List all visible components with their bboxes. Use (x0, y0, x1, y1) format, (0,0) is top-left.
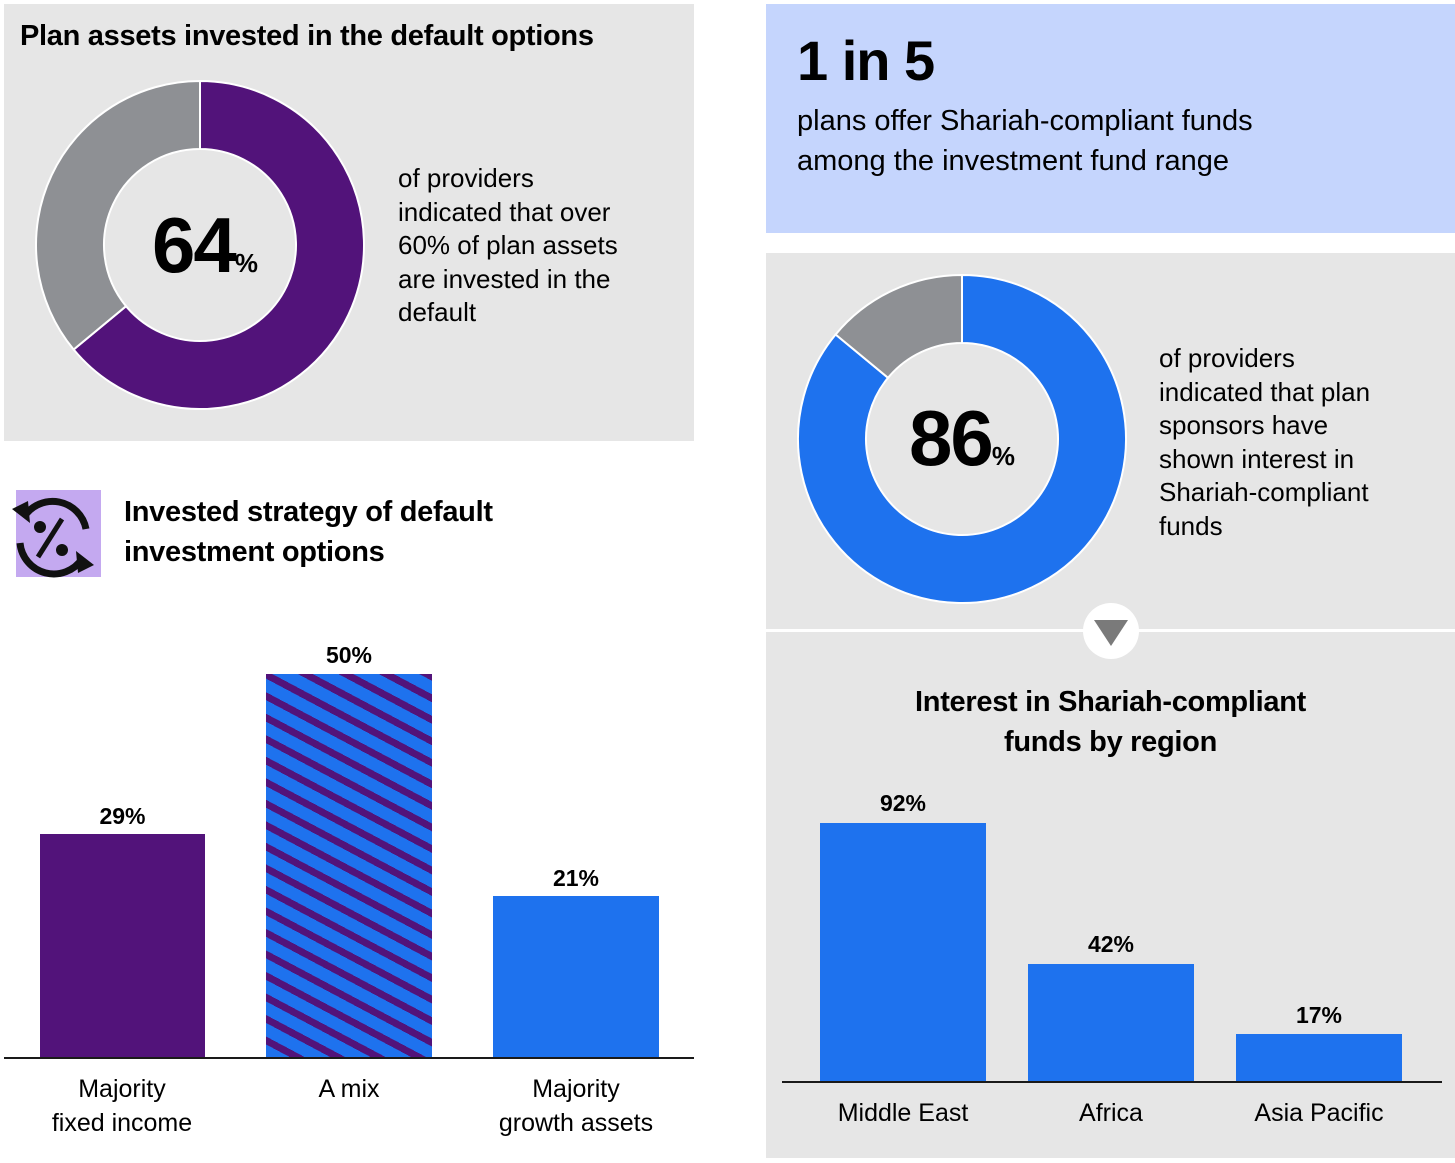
one-in-five-description: plans offer Shariah-compliant funds amon… (797, 105, 1253, 177)
bar-asia-pacific (1236, 1034, 1402, 1081)
donut-segment (797, 274, 1127, 604)
label-africa: Africa (1079, 1099, 1143, 1127)
bar-value-asia-pacific: 17% (1295, 1002, 1343, 1028)
donut-segment (35, 80, 201, 351)
label-middle-east: Middle East (837, 1099, 969, 1127)
region-title: Interest in Shariah-compliant funds by r… (915, 686, 1306, 758)
donut-value: 86 (909, 394, 994, 482)
default-assets-panel: Plan assets invested in the default opti… (4, 4, 694, 441)
percent-cycle-icon (4, 487, 104, 587)
region-panel: Interest in Shariah-compliant funds by r… (766, 632, 1455, 1158)
interest-description: of providers indicated that plan sponsor… (1159, 343, 1371, 541)
panel-connector (1083, 603, 1139, 659)
bar-africa (1028, 964, 1194, 1081)
interest-donut-label: 86% (882, 393, 1042, 484)
donut-segment (834, 274, 963, 380)
bar-middle-east (820, 823, 986, 1081)
interest-donut (797, 274, 1127, 604)
strategy-section: Invested strategy of default investment … (0, 441, 700, 1163)
default-assets-description: of providers indicated that over 60% of … (398, 163, 618, 327)
label-asia-pacific: Asia Pacific (1254, 1099, 1384, 1127)
donut-pct-sign: % (234, 248, 258, 278)
one-in-five-panel: 1 in 5 plans offer Shariah-compliant fun… (766, 4, 1455, 233)
one-in-five-headline: 1 in 5 (797, 29, 935, 92)
triangle-down-icon (1094, 620, 1128, 646)
donut-value: 64 (152, 201, 237, 289)
bar-value-africa: 42% (1087, 931, 1135, 957)
default-assets-title: Plan assets invested in the default opti… (20, 20, 594, 52)
bar-value-middle-east: 92% (879, 790, 927, 816)
default-assets-donut-label: 64% (130, 200, 280, 291)
interest-panel: 86% of providers indicated that plan spo… (766, 253, 1455, 629)
region-x-axis (782, 1081, 1442, 1083)
strategy-title: Invested strategy of default investment … (124, 496, 493, 568)
default-assets-donut (35, 80, 365, 410)
donut-segment (72, 80, 365, 410)
donut-pct-sign: % (991, 441, 1015, 471)
